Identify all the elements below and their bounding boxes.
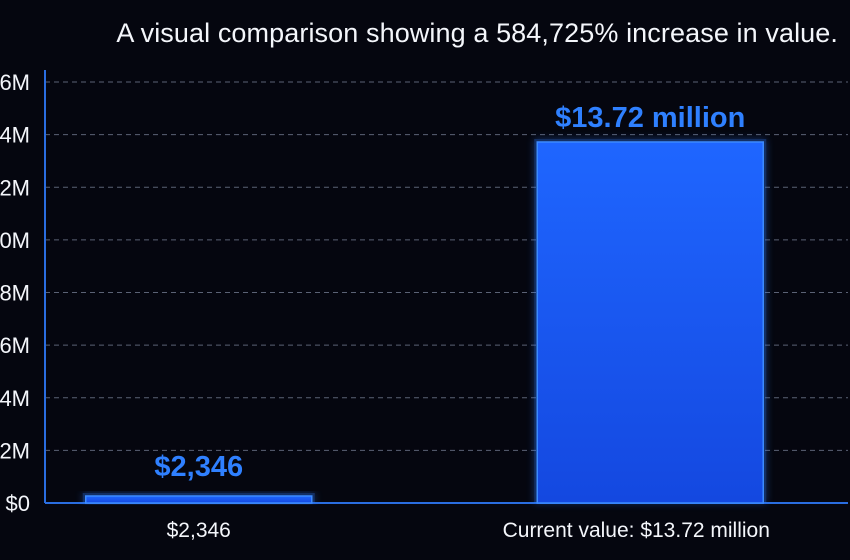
data-labels: $2,346 $13.72 million [154,102,745,483]
bars [82,138,767,504]
y-tick-label: 8M [0,281,30,306]
data-label: $2,346 [154,451,243,483]
y-tick-label: 14M [0,123,30,148]
y-tick-label: $0 [6,491,30,516]
data-label: $13.72 million [555,102,745,134]
y-tick-label: 12M [0,175,30,200]
y-axis-tick-labels: $0 2M 4M 6M 8M 10M 12M 14M 16M [0,70,30,516]
y-tick-label: 4M [0,386,30,411]
x-axis-tick-labels: $2,346 Current value: $13.72 million [167,519,770,542]
chart-title: A visual comparison showing a 584,725% i… [116,18,838,48]
y-tick-label: 2M [0,438,30,463]
y-tick-label: 10M [0,228,30,253]
y-tick-label: 6M [0,333,30,358]
x-tick-label: Current value: $13.72 million [503,519,770,542]
bar [536,141,764,504]
x-tick-label: $2,346 [167,519,231,542]
y-tick-label: 16M [0,70,30,95]
bar [85,495,313,504]
